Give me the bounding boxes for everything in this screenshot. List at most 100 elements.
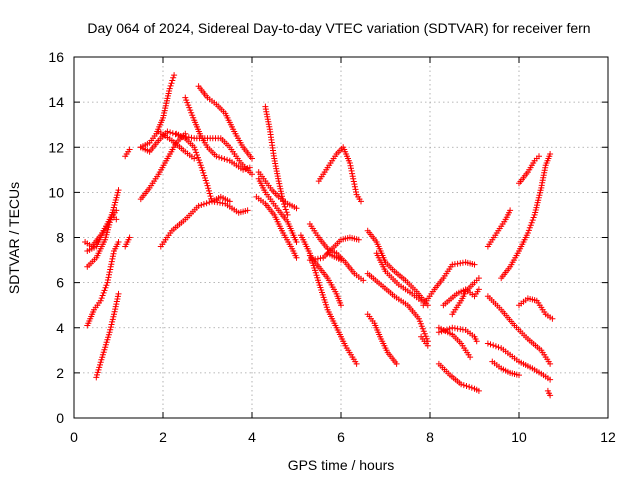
series-arc27 [364, 311, 400, 367]
data-point [547, 151, 554, 157]
data-point [475, 387, 482, 394]
y-tick-label: 4 [56, 320, 64, 336]
data-point [547, 360, 554, 367]
series-arc15 [262, 103, 291, 218]
data-point [527, 222, 534, 229]
data-point [282, 206, 289, 213]
series-arc43 [544, 387, 554, 399]
series-arc36 [484, 207, 514, 250]
series-arc30 [418, 333, 431, 349]
data-point [106, 269, 113, 276]
y-tick-label: 6 [56, 275, 64, 291]
y-tick-label: 12 [48, 139, 64, 155]
data-point [98, 295, 105, 302]
series-arc28 [373, 250, 425, 304]
series-arc08 [137, 72, 178, 151]
data-point [206, 187, 212, 194]
data-point [284, 211, 291, 218]
data-point [204, 182, 211, 189]
x-tick-label: 10 [511, 429, 527, 445]
data-point [277, 188, 284, 195]
data-point [355, 236, 362, 243]
series-arc01 [82, 207, 120, 250]
x-tick-label: 0 [70, 429, 78, 445]
y-axis-label: SDTVAR / TECUs [6, 182, 22, 294]
data-point [169, 77, 176, 84]
data-point [108, 258, 115, 265]
data-point [351, 183, 358, 190]
series-arc45 [209, 193, 233, 205]
data-point [167, 129, 174, 136]
data-point [198, 164, 205, 171]
data-point [549, 315, 556, 322]
data-point [206, 190, 213, 197]
data-point [109, 316, 116, 323]
series-arc07 [122, 146, 133, 160]
data-point [106, 329, 113, 336]
x-tick-label: 2 [159, 429, 167, 445]
series-arc06 [122, 234, 133, 250]
data-point [547, 392, 554, 399]
data-point [346, 160, 353, 166]
data-point [115, 290, 122, 297]
data-point [244, 207, 251, 214]
data-point [115, 239, 122, 245]
data-point [104, 277, 111, 283]
data-point [106, 271, 112, 278]
series-arc38 [516, 153, 542, 187]
series-arc35 [449, 275, 482, 318]
data-point [195, 202, 202, 209]
data-point [418, 297, 425, 304]
data-point [111, 308, 118, 315]
data-point [358, 198, 364, 205]
data-point [473, 338, 480, 345]
data-point [226, 198, 233, 205]
series-arc37 [498, 151, 554, 282]
series-arc32 [435, 360, 482, 394]
series-arc10 [137, 130, 189, 203]
data-point [202, 177, 209, 184]
series-arc33 [435, 324, 474, 361]
data-point [495, 344, 502, 351]
data-point [166, 85, 173, 92]
data-point [110, 313, 117, 320]
data-point [221, 156, 228, 162]
data-point [218, 155, 225, 162]
series-arc39 [484, 293, 554, 367]
series-arc25 [364, 227, 431, 309]
data-points [82, 72, 556, 399]
data-point [108, 321, 115, 328]
series-arc20 [306, 221, 367, 284]
data-point [200, 169, 207, 176]
data-point [168, 80, 175, 87]
data-point [530, 214, 537, 221]
data-point [249, 171, 255, 178]
data-point [195, 157, 202, 164]
series-arc41 [489, 358, 522, 379]
x-axis-label: GPS time / hours [288, 457, 395, 473]
series-arc19 [315, 144, 364, 205]
series-arc26 [364, 270, 431, 345]
data-point [458, 381, 465, 388]
data-point [191, 155, 198, 162]
series-arc03 [84, 239, 122, 329]
data-point [203, 200, 210, 207]
data-point [207, 193, 214, 200]
data-point [97, 361, 103, 368]
data-point [338, 257, 344, 264]
data-point [107, 326, 114, 333]
data-point [487, 341, 494, 348]
data-point [113, 216, 120, 223]
data-point [109, 253, 116, 260]
data-point [103, 282, 110, 289]
series-arc18 [253, 193, 300, 261]
data-point [194, 152, 200, 158]
data-point [524, 230, 531, 236]
series-arc17 [255, 175, 300, 245]
data-point [475, 275, 482, 282]
data-point [107, 263, 114, 270]
series-arc04 [93, 290, 122, 381]
series-arc40 [484, 340, 554, 383]
data-point [198, 202, 205, 208]
